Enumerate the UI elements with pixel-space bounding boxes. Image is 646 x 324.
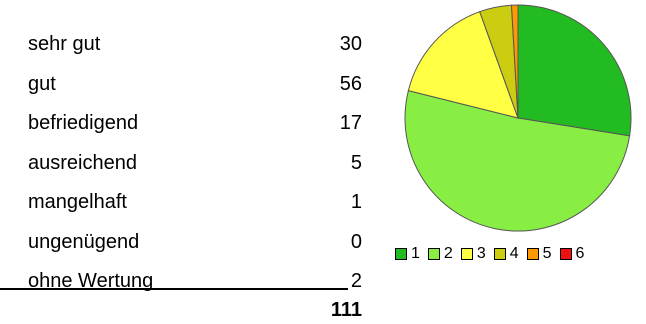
row-label: befriedigend	[28, 112, 139, 134]
legend-item-6: 6	[559, 245, 585, 263]
table-row: befriedigend 17	[22, 109, 362, 149]
legend-label: 3	[476, 245, 486, 262]
legend-label: 1	[411, 245, 420, 262]
table-row: sehr gut 30	[22, 30, 362, 70]
grade-table: sehr gut 30 gut 56 befriedigend 17 ausre…	[22, 30, 362, 307]
pie-slice-5	[510, 4, 519, 119]
legend-item-5: 5	[526, 245, 552, 263]
legend-label: 6	[575, 245, 585, 262]
row-label: sehr gut	[28, 33, 101, 55]
table-row: ohne Wertung 2	[22, 267, 362, 307]
row-value: 2	[350, 270, 362, 292]
row-label: ausreichend	[28, 151, 137, 174]
row-value: 56	[339, 72, 362, 95]
legend-swatch	[427, 248, 440, 260]
legend-swatch	[460, 248, 473, 260]
pie-chart	[404, 4, 632, 232]
legend-label: 4	[509, 245, 519, 262]
row-value: 17	[339, 112, 362, 134]
pie-slice-3	[407, 11, 519, 119]
pie-slice-2	[404, 89, 631, 232]
row-label: mangelhaft	[28, 191, 127, 213]
legend-item-1: 1	[395, 245, 420, 263]
legend-swatch	[559, 248, 572, 260]
total-value: 111	[330, 299, 362, 321]
table-row: ausreichend 5	[22, 149, 362, 189]
legend-item-2: 2	[427, 245, 453, 263]
legend-item-4: 4	[493, 245, 519, 263]
row-label: ohne Wertung	[28, 270, 154, 292]
row-value: 0	[350, 230, 362, 253]
pie-slice-1	[517, 4, 632, 137]
row-label: gut	[28, 72, 56, 95]
table-row: ungenügend 0	[22, 228, 362, 268]
legend-label: 5	[542, 245, 552, 262]
legend-item-3: 3	[460, 245, 486, 263]
legend-label: 2	[443, 245, 453, 262]
table-row: gut 56	[22, 70, 362, 110]
legend-swatch	[493, 248, 506, 260]
legend-swatch	[526, 248, 539, 260]
total-divider	[0, 288, 348, 290]
row-label: ungenügend	[28, 230, 140, 253]
row-value: 1	[350, 191, 362, 213]
row-value: 30	[339, 33, 362, 55]
table-row: mangelhaft 1	[22, 188, 362, 228]
row-value: 5	[350, 151, 362, 174]
legend-swatch	[395, 248, 407, 260]
chart-legend: 1 2 3 4 5 6	[395, 244, 588, 264]
